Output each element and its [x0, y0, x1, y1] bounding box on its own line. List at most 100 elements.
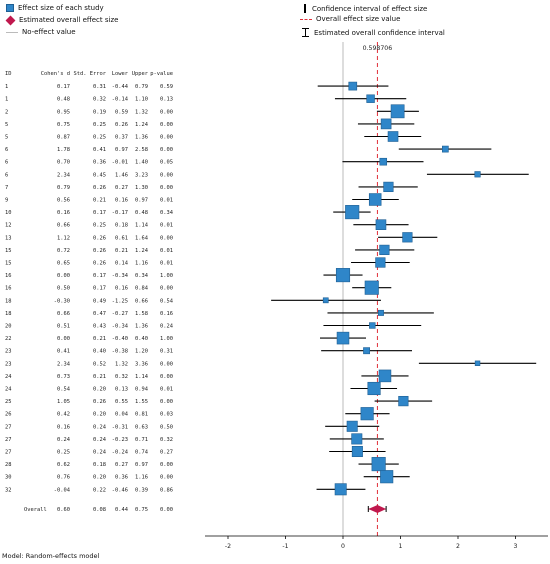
p-value-label: 0.00 [160, 235, 173, 241]
lower-label: 0.59 [115, 109, 128, 115]
legend: Effect size of each study Estimated over… [0, 0, 550, 52]
study-id-label: 10 [5, 210, 12, 216]
cohens-d-label: 0.56 [57, 198, 70, 204]
std-error-label: 0.24 [93, 437, 106, 443]
x-axis-tick-label: -2 [225, 543, 231, 550]
cohens-d-label: 0.54 [57, 387, 70, 393]
p-value-label: 0.00 [160, 462, 173, 468]
std-error-label: 0.26 [93, 185, 106, 191]
cohens-d-label: 0.16 [57, 210, 70, 216]
cohens-d-label: 0.41 [57, 349, 70, 355]
upper-label: 2.58 [135, 147, 148, 153]
study-id-label: 9 [5, 198, 8, 204]
std-error-label: 0.21 [93, 374, 106, 380]
study-id-label: 1 [5, 97, 8, 103]
p-value-label: 0.01 [160, 387, 173, 393]
legend-ci-label: Confidence interval of effect size [312, 4, 428, 13]
std-error-label: 0.25 [93, 223, 106, 229]
std-error-label: 0.22 [93, 487, 106, 493]
lower-label: -0.34 [112, 273, 128, 279]
p-value-label: 0.05 [160, 160, 173, 166]
std-error-label: 0.26 [93, 235, 106, 241]
p-value-label: 0.00 [160, 172, 173, 178]
effect-size-square [378, 369, 392, 383]
lower-label: 0.26 [115, 122, 128, 128]
p-value-label: 0.00 [160, 399, 173, 405]
std-error-label: 0.24 [93, 450, 106, 456]
p-value-label: 0.00 [160, 185, 173, 191]
std-error-label: 0.36 [93, 160, 106, 166]
std-error-label: 0.43 [93, 324, 106, 330]
p-value-label: 1.00 [160, 273, 173, 279]
overall-p-value-label: 0.00 [160, 507, 173, 513]
effect-size-square [402, 232, 413, 243]
study-id-label: 24 [5, 374, 12, 380]
lower-label: 0.37 [115, 135, 128, 141]
p-value-label: 0.01 [160, 223, 173, 229]
upper-label: 0.97 [135, 198, 148, 204]
upper-label: 0.84 [135, 286, 148, 292]
column-header-p-value: p-value [150, 71, 173, 77]
effect-size-square [375, 257, 386, 268]
upper-label: 0.39 [135, 487, 148, 493]
study-id-label: 23 [5, 361, 12, 367]
effect-size-square [366, 94, 375, 103]
upper-label: 1.14 [135, 223, 148, 229]
p-value-label: 0.00 [160, 109, 173, 115]
lower-label: 0.61 [115, 235, 128, 241]
cohens-d-label: 0.66 [57, 223, 70, 229]
effect-size-square [474, 360, 481, 367]
lower-label: 0.04 [115, 412, 128, 418]
effect-size-square [442, 145, 449, 153]
study-id-label: 18 [5, 298, 12, 304]
p-value-label: 0.16 [160, 311, 173, 317]
lower-label: 0.32 [115, 374, 128, 380]
effect-size-square [398, 395, 409, 407]
p-value-label: 0.00 [160, 135, 173, 141]
cohens-d-label: -0.30 [54, 298, 70, 304]
effect-size-square [334, 483, 347, 496]
study-id-label: 27 [5, 437, 12, 443]
column-header-id: ID [5, 71, 12, 77]
effect-size-square [335, 268, 351, 283]
effect-size-square [369, 322, 376, 329]
upper-label: 0.94 [135, 387, 148, 393]
p-value-label: 0.01 [160, 198, 173, 204]
upper-label: 1.36 [135, 324, 148, 330]
legend-item-effect-size: Effect size of each study [6, 4, 104, 12]
lower-label: 0.55 [115, 399, 128, 405]
lower-label: 1.46 [115, 172, 128, 178]
study-id-label: 15 [5, 248, 12, 254]
lower-label: -0.31 [112, 424, 128, 430]
upper-label: 0.71 [135, 437, 148, 443]
lower-label: 0.14 [115, 261, 128, 267]
std-error-label: 0.49 [93, 298, 106, 304]
lower-label: 0.16 [115, 286, 128, 292]
std-error-label: 0.40 [93, 349, 106, 355]
column-header-lower: Lower [112, 71, 129, 77]
cohens-d-label: 0.75 [57, 122, 70, 128]
effect-size-square [368, 193, 382, 206]
upper-label: 1.58 [135, 311, 148, 317]
study-id-label: 7 [5, 185, 8, 191]
effect-size-square [380, 118, 392, 130]
effect-size-square [371, 457, 386, 472]
lower-label: 0.97 [115, 147, 128, 153]
study-id-label: 26 [5, 412, 12, 418]
cohens-d-label: 0.00 [57, 336, 70, 342]
study-id-label: 32 [5, 487, 12, 493]
cohens-d-label: 0.51 [57, 324, 70, 330]
p-value-label: 0.00 [160, 147, 173, 153]
cohens-d-label: -0.04 [54, 487, 70, 493]
p-value-label: 0.54 [160, 298, 173, 304]
model-footnote: Model: Random-effects model [2, 552, 100, 560]
p-value-label: 0.01 [160, 248, 173, 254]
cohens-d-label: 0.50 [57, 286, 70, 292]
upper-label: 0.34 [135, 273, 148, 279]
upper-label: 1.20 [135, 349, 148, 355]
std-error-label: 0.17 [93, 210, 106, 216]
std-error-label: 0.26 [93, 248, 106, 254]
std-error-label: 0.24 [93, 424, 106, 430]
legend-overall-effect-label: Estimated overall effect size [19, 16, 119, 24]
lower-label: -0.46 [112, 487, 128, 493]
